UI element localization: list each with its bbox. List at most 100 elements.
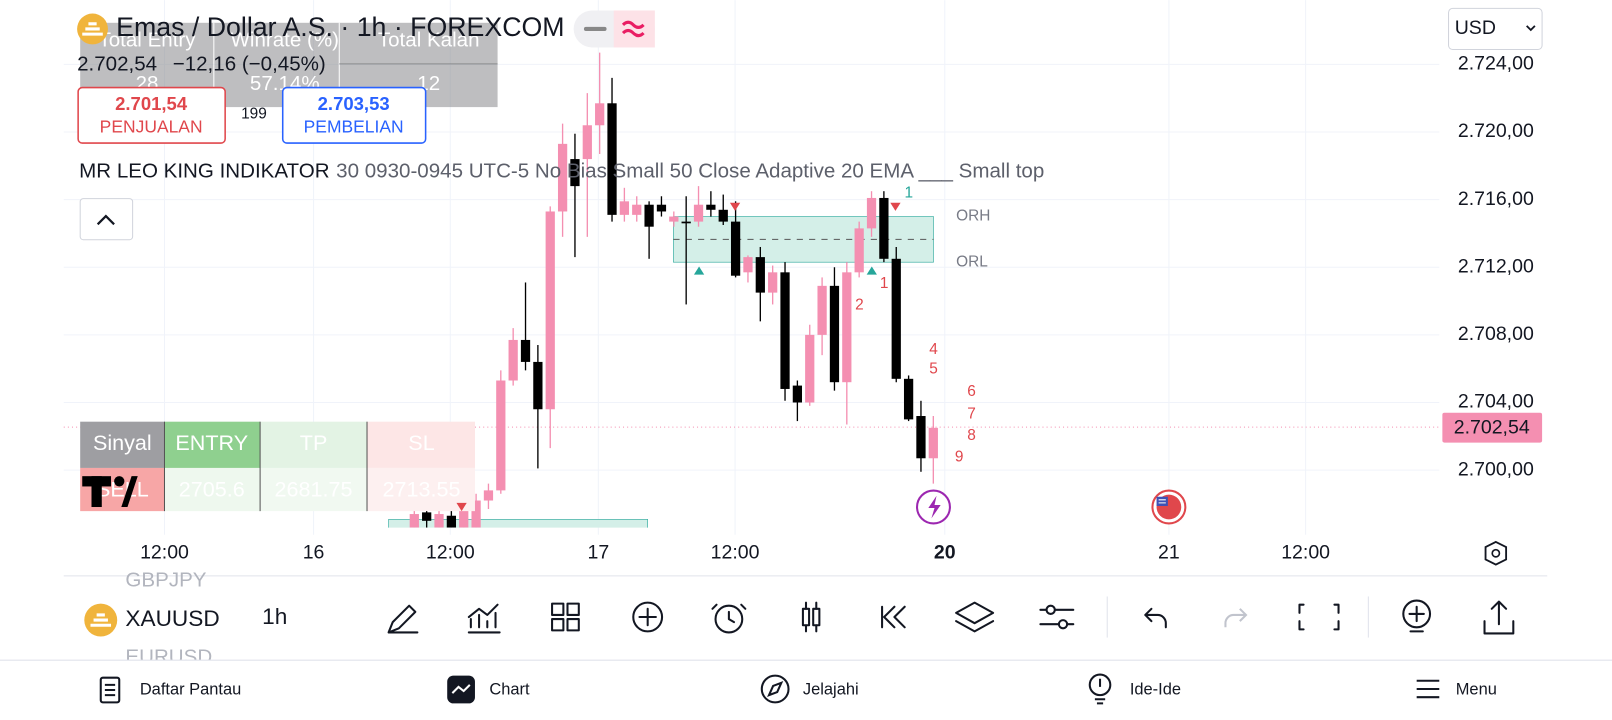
stats-header: Total Kalah xyxy=(378,29,480,52)
chart-title: Emas / Dollar A.S. · 1h · FOREXCOM xyxy=(116,12,564,42)
signal-marker xyxy=(866,266,877,275)
x-tick-label: 12:00 xyxy=(426,541,475,563)
signal-marker xyxy=(729,202,741,211)
y-tick-label: 2.716,00 xyxy=(1458,188,1534,210)
toolbar-icons[interactable] xyxy=(387,599,1515,635)
candle-body xyxy=(508,339,518,381)
nav-item[interactable]: Ide-Ide xyxy=(1130,680,1181,698)
candle-body xyxy=(903,378,914,420)
signal-marker xyxy=(456,502,467,512)
candle-body xyxy=(607,103,617,215)
buy-button[interactable] xyxy=(281,86,427,144)
cell xyxy=(80,421,165,468)
lightning xyxy=(928,495,941,519)
y-tick-label: 2.704,00 xyxy=(1458,391,1534,413)
tv-logo xyxy=(82,476,138,508)
signal-marker xyxy=(890,202,901,211)
candle-body xyxy=(409,514,419,528)
candle-body xyxy=(743,257,753,273)
symbol-icon-glyph xyxy=(82,22,103,36)
sell-price: 2.701,54 xyxy=(115,93,188,114)
candle-body xyxy=(706,204,716,210)
signal-cell: 2713.55 xyxy=(383,476,461,501)
currency: USD xyxy=(1455,17,1496,39)
x-tick-label: 17 xyxy=(587,541,609,563)
x-tick-label: 20 xyxy=(934,541,956,563)
nav-item[interactable]: Chart xyxy=(489,680,530,698)
y-tick-label: 2.724,00 xyxy=(1458,53,1534,75)
cell xyxy=(260,467,368,512)
annotation: 9 xyxy=(955,449,964,466)
candle-body xyxy=(422,512,432,521)
price-change: −12,16 (−0,45%) xyxy=(173,52,326,75)
redo-icon[interactable] xyxy=(1224,608,1248,628)
candle-body xyxy=(693,204,704,222)
collapse-button[interactable] xyxy=(79,198,134,241)
y-tick-label: 2.708,00 xyxy=(1458,323,1534,345)
y-tick-label: 2.720,00 xyxy=(1458,120,1534,142)
buy-price: 2.703,53 xyxy=(318,93,390,114)
candle-body xyxy=(792,385,803,403)
candle-body xyxy=(817,285,827,335)
cell xyxy=(260,421,368,468)
x-tick-label: 16 xyxy=(303,541,325,563)
nav-item[interactable]: Jelajahi xyxy=(803,680,859,698)
annotation: 2 xyxy=(855,297,864,314)
nav-icon-glyph xyxy=(451,684,471,694)
candle-body xyxy=(730,221,741,276)
indicator-params: 30 0930-0945 UTC-5 No Bias Small 50 Clos… xyxy=(336,159,1044,182)
candle-body xyxy=(768,272,778,293)
buy-label: PEMBELIAN xyxy=(304,116,404,136)
symbol[interactable]: XAUUSD xyxy=(125,606,219,631)
candle-body xyxy=(434,514,444,528)
annotation: 8 xyxy=(967,427,976,444)
symbol-wheel[interactable]: GBPJPY EURUSD xyxy=(125,568,212,668)
candle-body xyxy=(879,197,889,259)
annotation: 7 xyxy=(967,406,976,423)
candle-body xyxy=(533,361,543,410)
signal-header: ENTRY xyxy=(175,430,248,455)
settings-icon[interactable] xyxy=(1484,540,1508,566)
candle-body xyxy=(842,272,852,383)
candle-body xyxy=(483,490,494,501)
currency-select[interactable] xyxy=(1448,7,1543,51)
x-tick-label: 12:00 xyxy=(711,541,760,563)
toggle-active[interactable] xyxy=(613,10,655,48)
signal-table: Sinyal ENTRY TP SL SELL 2705.6 2681.75 2… xyxy=(80,421,475,512)
candle-body xyxy=(891,258,901,379)
nav-item[interactable]: Daftar Pantau xyxy=(140,680,241,698)
annotation: 1 xyxy=(905,185,914,202)
candle-body xyxy=(471,500,481,528)
signal-header: SL xyxy=(408,430,434,455)
candle-body xyxy=(916,416,926,459)
price-axis: 2.724,00 2.720,00 2.716,00 2.712,00 2.708,00… xyxy=(1458,53,1534,481)
symbol: EURUSD xyxy=(125,646,212,669)
candle-body xyxy=(570,159,580,187)
candle-body xyxy=(446,515,457,528)
cell xyxy=(367,467,475,512)
candle-body xyxy=(669,216,679,222)
last-price: 2.702,54 xyxy=(77,52,157,75)
time-axis: 12:00 16 12:00 17 12:00 20 21 12:00 xyxy=(140,541,1330,563)
candle-body xyxy=(496,380,506,491)
flag-canton xyxy=(1156,496,1168,506)
candle-body xyxy=(780,272,790,389)
cell xyxy=(164,421,261,468)
toggle-icon xyxy=(621,20,645,38)
signal-cell: 2681.75 xyxy=(275,476,353,501)
signal-marker xyxy=(693,266,705,275)
interval[interactable]: 1h xyxy=(262,604,287,629)
zone xyxy=(388,519,648,528)
candle-body xyxy=(854,228,864,273)
annotation: 1 xyxy=(880,275,889,292)
sell-button[interactable] xyxy=(77,86,226,144)
sell-label: PENJUALAN xyxy=(100,116,203,136)
nav-item[interactable]: Menu xyxy=(1456,680,1497,698)
candle-body xyxy=(829,285,840,383)
candle-body xyxy=(582,125,592,160)
candle-body xyxy=(520,339,531,362)
candle-body xyxy=(557,143,568,212)
candle-body xyxy=(545,211,555,410)
